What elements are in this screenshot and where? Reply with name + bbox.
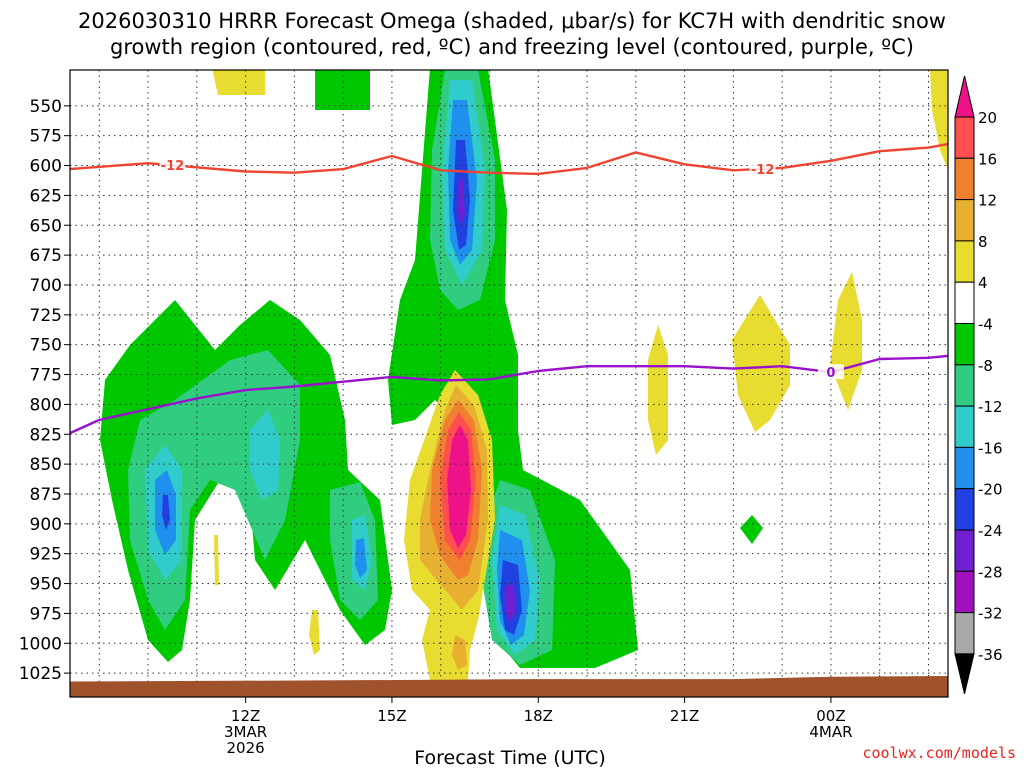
freezing-level-line [70,354,948,435]
omega-region-top-green [315,70,370,110]
colorbar-label: -4 [978,316,993,334]
omega-region-purple-top [458,180,465,225]
colorbar-label: 4 [978,274,988,292]
chart-title: 2026030310 HRRR Forecast Omega (shaded, … [0,8,1024,60]
omega-region-yellow-right-1 [648,325,668,455]
y-tick-label: 1000 [19,634,62,654]
x-tick-year: 2026 [227,739,265,757]
plot-frame [69,69,949,698]
colorbar-bottom-arrow [954,653,975,695]
y-tick-label: 875 [30,485,62,505]
y-tick-label: 1025 [19,664,62,684]
colorbar-segment [954,405,975,448]
y-tick-label: 750 [30,336,62,356]
y-tick-label: 825 [30,425,62,445]
y-tick-label: 950 [30,575,62,595]
colorbar-segment [954,323,975,366]
y-tick-label: 675 [30,246,62,266]
y-tick-label: 575 [30,127,62,147]
x-tick-date: 3MAR [224,723,267,741]
colorbar-label: 8 [978,233,988,251]
colorbar-label: -24 [978,522,1003,540]
colorbar-label: -8 [978,357,993,375]
colorbar-label: 16 [978,150,997,168]
x-tick-label: 18Z [524,707,553,725]
colorbar-segment [954,446,975,490]
y-axis: 550 575 600 625 650 675 700 725 750 775 800 825 850 8… [19,97,70,684]
colorbar-segment [954,612,975,655]
y-tick-label: 800 [30,395,62,415]
freezing-level-line-label-bg [817,364,844,380]
dgz-contour-line [70,142,948,176]
colorbar-label: -20 [978,481,1003,499]
colorbar-segment [954,364,975,407]
colorbar-segment [954,281,975,325]
y-tick-label: 725 [30,306,62,326]
title-line-1: 2026030310 HRRR Forecast Omega (shaded, … [78,9,946,33]
credit-text: coolwx.com/models [862,744,1016,762]
colorbar-label: 20 [978,109,997,127]
x-tick-date: 4MAR [809,723,852,741]
dgz-contour-line-label: -12 [161,159,185,174]
x-tick-label: 12Z [231,707,260,725]
colorbar: 20 16 12 8 4 -4 -8 -12 -16 -20 -24 -28 -32 -36 [954,75,1003,695]
omega-region-darkblue-left [162,495,170,530]
colorbar-segment [954,529,975,572]
x-tick-label: 21Z [670,707,699,725]
colorbar-segment [954,199,975,242]
y-tick-label: 600 [30,157,62,177]
omega-region-magenta [447,425,471,548]
x-tick-label: 15Z [377,707,406,725]
colorbar-label: -28 [978,563,1003,581]
colorbar-label: 12 [978,192,997,210]
omega-region-yellow-edge [930,70,948,170]
title-line-2: growth region (contoured, red, ºC) and f… [110,35,914,59]
dgz-contour-line-label-bg [159,157,186,173]
omega-region-yellow-strip-2 [309,610,320,655]
omega-region-yellow-strip-1 [214,535,219,585]
terrain-fill [70,676,948,697]
omega-region-yellow-right-2 [732,295,790,432]
terrain [70,676,948,697]
dgz-contour-line-label: -12 [751,163,775,178]
y-tick-label: 850 [30,455,62,475]
colorbar-segment [954,240,975,283]
y-tick-label: 550 [30,97,62,117]
omega-region-yellow-top-left [212,70,265,95]
omega-shading [100,70,948,680]
colorbar-label: -32 [978,605,1003,623]
colorbar-segment [954,570,975,614]
y-tick-label: 700 [30,276,62,296]
x-axis-label: Forecast Time (UTC) [414,747,605,768]
colorbar-segment [954,488,975,531]
omega-region-purple [505,585,516,622]
omega-region-blue-small [355,538,367,578]
y-tick-label: 625 [30,186,62,206]
colorbar-segment [954,116,975,159]
y-tick-label: 650 [30,216,62,236]
freezing-level-line-label: 0 [826,366,835,381]
grid [70,70,948,697]
contour-lines: -12 -12 0 [70,142,948,435]
y-tick-label: 925 [30,545,62,565]
colorbar-top-arrow [954,75,975,118]
omega-region-cyan-mid [250,410,280,500]
y-tick-label: 775 [30,366,62,386]
colorbar-label: -16 [978,439,1003,457]
colorbar-segment [954,157,975,201]
colorbar-label: -12 [978,398,1003,416]
y-tick-label: 900 [30,515,62,535]
dgz-contour-line-label-bg [749,160,776,176]
x-tick-label: 00Z [816,707,845,725]
colorbar-label: -36 [978,646,1003,664]
omega-region-yellow-right-3 [830,272,862,410]
omega-region-small-green [740,515,763,544]
y-tick-label: 975 [30,604,62,624]
